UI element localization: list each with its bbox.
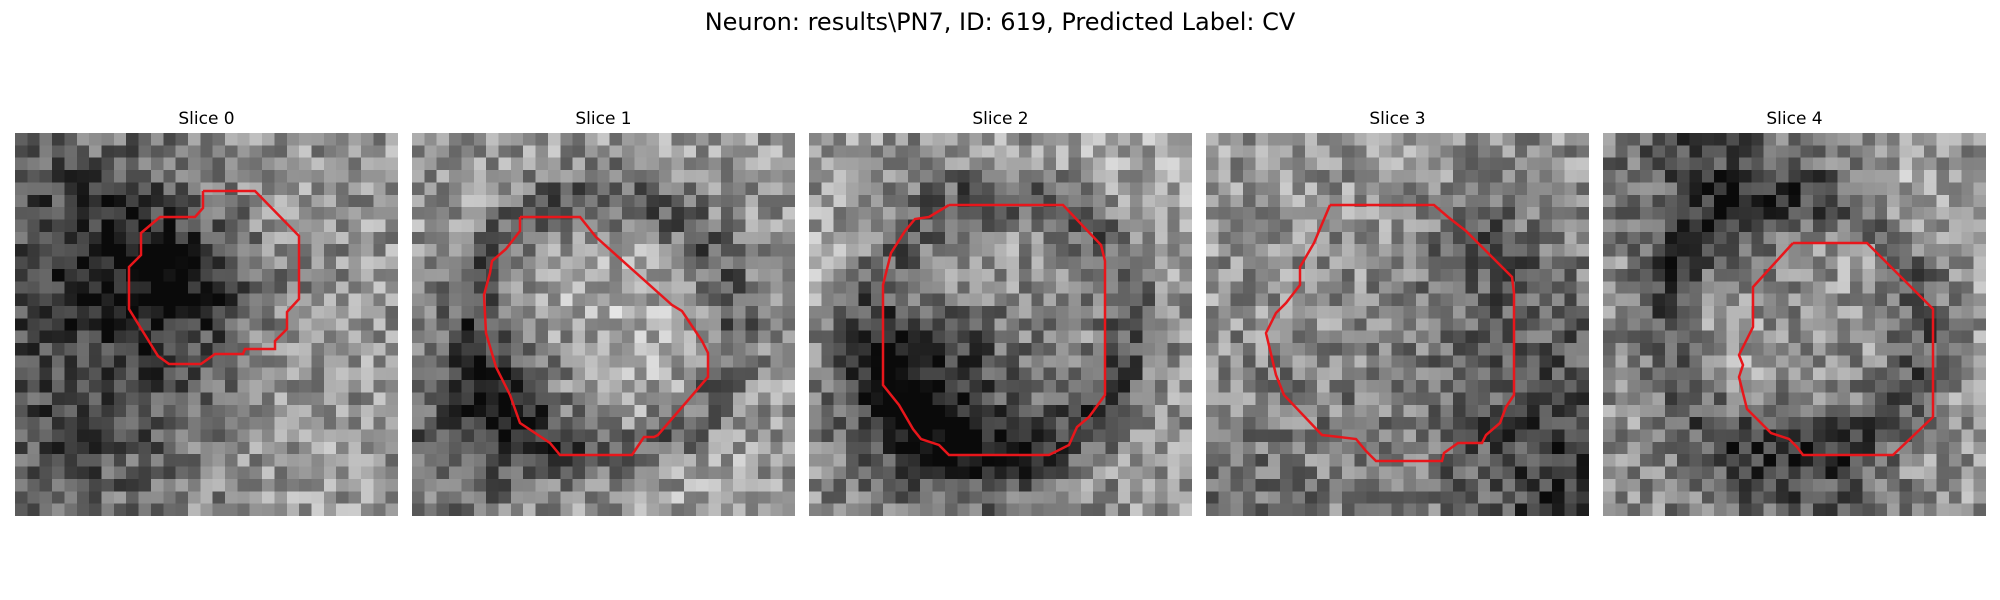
slice-image [412,133,795,516]
contour-overlay [482,215,710,457]
slice-title: Slice 0 [178,109,235,129]
slice-panel-4: Slice 4 [1603,108,1986,516]
contour-line [1264,203,1516,463]
contour-line [881,203,1107,457]
slice-image [1603,133,1986,516]
figure-title: Neuron: results\PN7, ID: 619, Predicted … [704,8,1296,36]
contour-overlay [1264,203,1516,463]
grayscale-patch [15,133,398,516]
slice-panel-2: Slice 2 [809,108,1192,516]
slice-title: Slice 1 [575,109,632,129]
slice-panel-1: Slice 1 [412,108,795,516]
slice-image [1206,133,1589,516]
grayscale-patch [412,133,795,516]
slice-image [809,133,1192,516]
contour-overlay [881,203,1107,457]
grayscale-patch [809,133,1192,516]
slice-panel-0: Slice 0 [15,108,398,516]
slice-title: Slice 3 [1369,109,1426,129]
slice-image [15,133,398,516]
contour-line [482,215,710,457]
slice-title: Slice 4 [1766,109,1823,129]
contour-line [127,189,301,366]
contour-overlay [1737,241,1935,457]
slice-title: Slice 2 [972,109,1029,129]
contour-line [1737,241,1935,457]
grayscale-patch [1603,133,1986,516]
slice-panel-3: Slice 3 [1206,108,1589,516]
contour-overlay [127,189,301,366]
